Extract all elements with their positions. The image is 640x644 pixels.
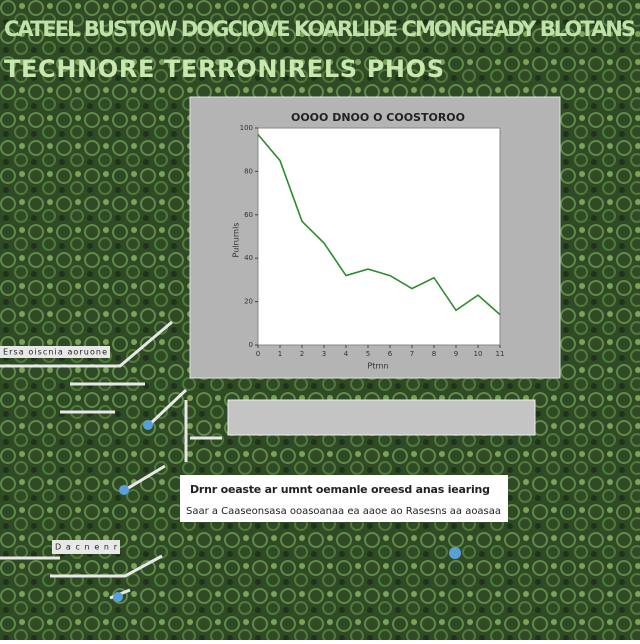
y-tick-label: 40 [244, 254, 253, 262]
caption-box [180, 475, 508, 522]
x-tick-label: 8 [432, 350, 436, 358]
header-line: CATEEL BUSTOW DOGCIOVE KOARLIDE CMONGEAD… [4, 17, 636, 41]
x-tick-label: 2 [300, 350, 304, 358]
y-tick-label: 0 [249, 341, 253, 349]
side-label: Dacnenr [55, 543, 118, 552]
chart-title: OOOO DNOO O COOSTOROO [291, 111, 465, 124]
header-line: TECHNORE TERRONIRELS PHOS [4, 55, 444, 83]
x-tick-label: 1 [278, 350, 282, 358]
side-label-box [52, 540, 120, 554]
x-tick-label: 4 [344, 350, 349, 358]
side-label: Ersa oiscnia aoruone [3, 348, 107, 357]
x-tick-label: 0 [256, 350, 260, 358]
x-tick-label: 7 [410, 350, 414, 358]
pointer-icons [113, 420, 461, 602]
x-tick-label: 6 [388, 350, 393, 358]
y-tick-label: 80 [244, 167, 253, 175]
caption-line: Saar a Caaseonsasa ooasoanaa ea aaoe ao … [186, 506, 501, 517]
y-tick-label: 20 [244, 298, 253, 306]
x-axis-label: Ptrnn [367, 362, 388, 371]
y-tick-label: 100 [240, 124, 253, 132]
x-tick-label: 9 [454, 350, 458, 358]
data-line [257, 133, 501, 316]
side-label-box [0, 346, 110, 358]
y-tick-label: 60 [244, 211, 253, 219]
plot-area [257, 127, 501, 346]
y-axis-label: Pulrurnls [232, 223, 241, 258]
x-tick-label: 5 [366, 350, 370, 358]
input-bar[interactable] [227, 399, 536, 436]
x-tick-label: 10 [474, 350, 483, 358]
caption-line: Drnr oeaste ar umnt oemanle oreesd anas … [190, 483, 490, 496]
x-tick-label: 11 [496, 350, 505, 358]
pointer-lines [0, 320, 222, 600]
x-tick-label: 3 [322, 350, 326, 358]
